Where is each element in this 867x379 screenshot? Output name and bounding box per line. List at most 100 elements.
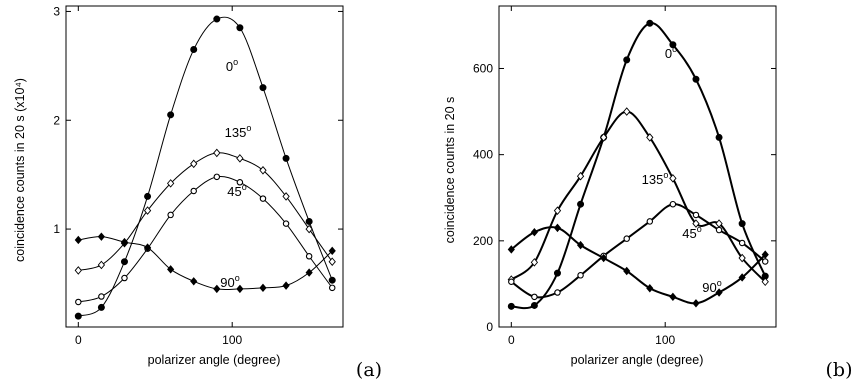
panel-a-curves [78, 16, 333, 317]
data-point-45 [692, 211, 700, 219]
data-point-45 [715, 226, 723, 234]
series-label-90: 90o [220, 273, 239, 290]
data-point-45 [669, 200, 677, 208]
series-label-0: 0o [665, 44, 677, 61]
panel-b-ticks: 0 100 0 200 400 600 [473, 6, 776, 347]
data-point-0 [623, 56, 631, 64]
y-tick-label: 600 [473, 61, 493, 75]
panel-a-plot-frame [65, 5, 344, 328]
panel-a-points: 0o 135o 45o 90o [74, 15, 336, 320]
series-label-90: 90o [702, 278, 721, 295]
data-point-0 [553, 269, 561, 277]
data-point-135 [328, 257, 336, 267]
data-point-90 [282, 281, 290, 290]
data-point-90 [646, 284, 654, 293]
data-point-0 [507, 302, 515, 310]
data-point-45 [508, 278, 515, 286]
data-point-45 [98, 293, 105, 300]
data-point-135 [74, 266, 82, 275]
data-point-135 [761, 277, 769, 287]
data-point-45 [282, 220, 290, 227]
panel-a-y-axis-label: coincidence counts in 20 s (x10⁴) [13, 78, 27, 262]
y-tick-label: 2 [53, 113, 60, 127]
data-point-0 [692, 75, 700, 83]
data-point-135 [236, 154, 244, 163]
fit-curve-0 [78, 16, 333, 317]
data-point-90 [623, 266, 631, 276]
data-point-45 [531, 293, 538, 301]
series-label-135: 135o [225, 123, 252, 140]
data-point-0 [282, 154, 290, 162]
data-point-90 [213, 284, 221, 294]
data-point-45 [190, 187, 197, 195]
data-point-0 [669, 41, 677, 49]
data-point-135 [166, 179, 175, 188]
data-point-135 [190, 159, 198, 169]
data-point-45 [305, 253, 313, 260]
data-point-135 [738, 253, 746, 263]
x-tick-label: 0 [75, 333, 82, 347]
data-point-45 [554, 289, 561, 296]
data-point-45 [623, 235, 630, 242]
x-tick-label: 100 [222, 333, 242, 347]
panel-b-curves [510, 22, 767, 310]
data-point-90 [97, 232, 105, 241]
data-point-45 [738, 239, 746, 247]
panel-a-x-axis-label: polarizer angle (degree) [148, 353, 281, 367]
panel-a-ticks: 0 100 1 2 3 [53, 4, 343, 347]
y-tick-label: 0 [486, 320, 493, 334]
data-point-45 [328, 284, 336, 292]
data-point-90 [259, 283, 267, 293]
panel-b-label: (b) [826, 359, 853, 379]
data-point-0 [738, 220, 746, 228]
fit-curve-45 [510, 203, 766, 299]
panel-b: 0o 135o 45o 90o 0 100 0 200 400 600 polarizer an… [443, 5, 853, 379]
data-point-0 [97, 303, 105, 311]
x-tick-label: 100 [655, 333, 675, 347]
data-point-90 [692, 299, 700, 308]
data-point-90 [328, 246, 336, 256]
data-point-135 [282, 192, 290, 201]
data-point-45 [75, 298, 82, 306]
data-point-45 [121, 274, 128, 282]
fit-curve-135 [78, 152, 333, 271]
data-point-0 [167, 111, 175, 119]
series-label-135: 135o [642, 170, 669, 187]
data-point-135 [623, 107, 631, 116]
data-point-0 [715, 133, 723, 141]
data-point-0 [190, 46, 198, 54]
panel-a: 0o 135o 45o 90o 0 100 1 2 3 polarizer angle (de… [13, 4, 382, 379]
data-point-90 [761, 250, 769, 259]
data-point-90 [305, 268, 313, 277]
data-point-135 [305, 224, 313, 234]
data-point-0 [120, 258, 128, 266]
panel-b-x-axis-label: polarizer angle (degree) [571, 353, 704, 367]
series-label-45: 45o [227, 182, 246, 199]
panel-a-label: (a) [356, 359, 382, 379]
fit-curve-0 [511, 22, 767, 310]
panel-b-y-axis-label: coincidence counts in 20 s [443, 97, 457, 244]
data-point-90 [600, 253, 608, 263]
data-point-90 [74, 235, 82, 245]
data-point-90 [120, 237, 129, 247]
data-point-0 [236, 24, 244, 32]
panel-b-points: 0o 135o 45o 90o [507, 19, 769, 310]
data-point-90 [530, 227, 538, 237]
data-point-135 [599, 133, 608, 142]
data-point-135 [669, 174, 677, 183]
data-point-0 [530, 301, 538, 309]
x-tick-label: 0 [508, 333, 515, 347]
series-label-0: 0o [226, 57, 238, 74]
data-point-90 [167, 265, 175, 274]
data-point-135 [576, 171, 585, 181]
data-point-90 [236, 284, 244, 294]
data-point-45 [761, 258, 769, 265]
y-tick-label: 1 [53, 222, 60, 236]
data-point-135 [97, 260, 106, 270]
data-point-90 [190, 277, 198, 286]
data-point-135 [143, 206, 152, 215]
data-point-0 [213, 15, 221, 23]
data-point-0 [259, 84, 267, 92]
data-point-135 [213, 148, 221, 158]
